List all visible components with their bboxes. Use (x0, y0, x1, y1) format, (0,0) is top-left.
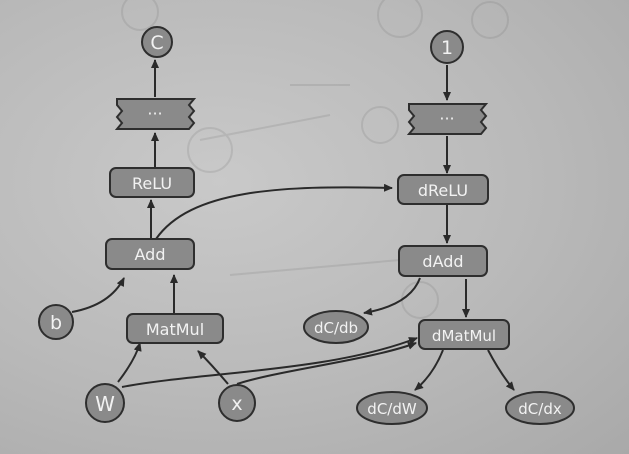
node-dadd: dAdd (398, 245, 488, 277)
node-dadd-label: dAdd (422, 252, 463, 271)
node-add-label: Add (135, 245, 166, 264)
node-forward-ellipsis-label: ··· (147, 104, 162, 123)
edge-b-to-add (71, 277, 125, 313)
node-dcdx: dC/dx (505, 391, 575, 425)
node-backward-ellipsis: ··· (406, 103, 489, 135)
node-dcdb-label: dC/db (314, 319, 358, 337)
edge-x-to-matmul (197, 350, 229, 385)
node-x: x (218, 384, 256, 422)
node-relu-label: ReLU (132, 174, 172, 193)
edge-x-to-dmatmul (236, 342, 417, 385)
node-forward-ellipsis: ··· (114, 98, 197, 130)
node-b-label: b (50, 312, 62, 334)
node-matmul-label: MatMul (146, 320, 204, 339)
node-add: Add (105, 238, 195, 270)
node-dcdb: dC/db (303, 310, 369, 344)
node-dcdw-label: dC/dW (367, 400, 417, 418)
edge-dadd-to-dcdb (363, 277, 421, 316)
node-dcdx-label: dC/dx (518, 400, 562, 418)
edge-w-to-dmatmul (121, 337, 418, 388)
node-relu: ReLU (109, 167, 195, 198)
node-drelu: dReLU (397, 174, 489, 205)
node-dmatmul: dMatMul (418, 319, 510, 350)
node-backward-ellipsis-label: ··· (439, 109, 454, 128)
node-seed-one-label: 1 (441, 37, 453, 59)
node-seed-one: 1 (430, 30, 464, 64)
show-through-shapes (121, 0, 509, 319)
node-c: C (141, 26, 173, 58)
node-c-label: C (150, 32, 163, 54)
node-drelu-label: dReLU (418, 181, 468, 200)
node-dmatmul-label: dMatMul (432, 327, 496, 345)
edge-dmatmul-to-dcdx (487, 349, 515, 391)
edge-w-to-matmul (117, 342, 142, 383)
node-w: W (85, 383, 125, 423)
node-matmul: MatMul (126, 313, 224, 344)
node-w-label: W (95, 392, 115, 416)
edge-dmatmul-to-dcdw (414, 349, 444, 391)
node-b: b (38, 304, 74, 340)
edge-add-to-drelu (155, 183, 393, 240)
node-dcdw: dC/dW (356, 391, 428, 425)
node-x-label: x (231, 393, 242, 415)
